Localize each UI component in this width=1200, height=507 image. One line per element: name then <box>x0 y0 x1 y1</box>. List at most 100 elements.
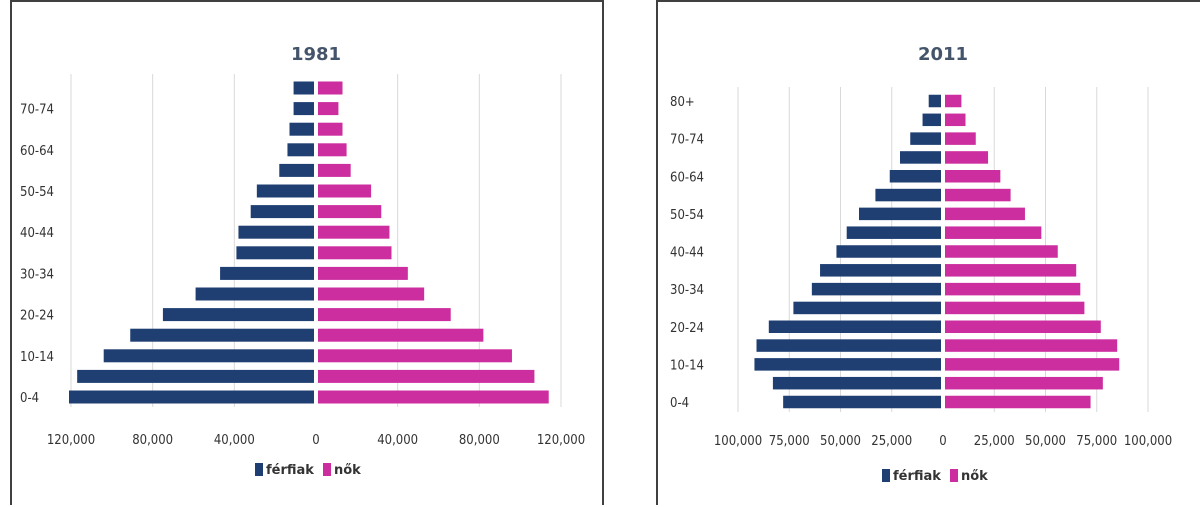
x-tick-label-1981: 0 <box>312 433 319 448</box>
y-tick-label-1981: 10-14 <box>20 350 54 365</box>
y-tick-label-1981: 20-24 <box>20 309 54 324</box>
bar-women-1981-60-64 <box>318 143 347 157</box>
y-tick-label-2011: 70-74 <box>670 133 704 148</box>
bar-women-1981-75+ <box>318 81 343 95</box>
bar-men-1981-55-59 <box>279 163 314 177</box>
bar-men-1981-25-29 <box>195 287 314 301</box>
bar-men-1981-10-14 <box>103 349 314 363</box>
legend-swatch-men-2011 <box>882 469 890 482</box>
bar-women-1981-65-69 <box>318 122 343 136</box>
chart-title-1981: 1981 <box>291 44 341 65</box>
bar-men-1981-50-54 <box>256 184 314 198</box>
x-tick-label-2011: 0 <box>939 434 946 449</box>
bar-women-2011-5-9 <box>945 376 1103 390</box>
bar-women-1981-45-49 <box>318 205 382 219</box>
y-tick-label-2011: 0-4 <box>670 396 689 411</box>
bar-women-2011-75-79 <box>945 113 966 127</box>
bar-women-2011-0-4 <box>945 395 1091 409</box>
chart-title-2011: 2011 <box>918 44 968 65</box>
y-tick-label-1981: 0-4 <box>20 391 39 406</box>
bar-women-2011-35-39 <box>945 264 1077 277</box>
bar-men-1981-35-39 <box>236 246 314 260</box>
bar-men-2011-5-9 <box>772 376 941 390</box>
x-tick-label-2011: 75,000 <box>1076 434 1117 449</box>
x-tick-label-1981: 80,000 <box>459 433 500 448</box>
x-tick-label-2011: 100,000 <box>714 434 762 449</box>
bar-women-1981-55-59 <box>318 163 351 177</box>
bar-women-1981-40-44 <box>318 225 390 239</box>
bar-men-1981-60-64 <box>287 143 314 157</box>
y-tick-label-1981: 70-74 <box>20 103 54 118</box>
bar-men-1981-45-49 <box>250 205 314 219</box>
legend-swatch-women-2011 <box>950 469 958 482</box>
y-tick-label-2011: 10-14 <box>670 358 704 373</box>
x-tick-label-2011: 50,000 <box>1025 434 1066 449</box>
bar-women-2011-60-64 <box>945 170 1001 183</box>
bar-women-2011-80+ <box>945 94 962 108</box>
pyramid-chart-2011: 2011 0-4 10-14 20-24 30-34 40-44 50-54 60-64 70-… <box>670 44 1172 484</box>
bar-women-2011-45-49 <box>945 226 1042 239</box>
bar-women-1981-35-39 <box>318 246 392 260</box>
y-tick-label-2011: 20-24 <box>670 321 704 336</box>
bar-men-2011-65-69 <box>900 151 941 164</box>
bar-men-1981-40-44 <box>238 225 314 239</box>
bar-men-2011-55-59 <box>875 188 941 202</box>
legend-label-men-2011: férfiak <box>893 469 941 484</box>
x-tick-label-1981: 120,000 <box>537 433 585 448</box>
bar-men-2011-50-54 <box>859 207 941 221</box>
bar-women-1981-5-9 <box>318 369 535 383</box>
bar-men-2011-70-74 <box>910 132 941 145</box>
pyramid-chart-1981: 1981 0-4 10-14 20-24 30-34 40-44 50-54 60-64 70-… <box>20 44 585 478</box>
bar-women-1981-70-74 <box>318 102 339 116</box>
y-tick-label-2011: 80+ <box>670 95 695 110</box>
bar-women-2011-55-59 <box>945 188 1011 202</box>
x-tick-label-2011: 100,000 <box>1124 434 1172 449</box>
y-tick-label-1981: 50-54 <box>20 185 54 200</box>
x-tick-label-2011: 25,000 <box>974 434 1015 449</box>
bar-men-1981-30-34 <box>220 266 314 280</box>
bar-women-1981-10-14 <box>318 349 512 363</box>
bar-men-2011-40-44 <box>836 245 941 258</box>
bar-men-1981-0-4 <box>69 390 314 404</box>
x-tick-label-2011: 75,000 <box>769 434 810 449</box>
bar-women-1981-15-19 <box>318 328 484 342</box>
x-tick-label-1981: 120,000 <box>47 433 95 448</box>
bar-men-2011-15-19 <box>756 339 941 352</box>
bar-women-1981-50-54 <box>318 184 372 198</box>
x-tick-label-1981: 40,000 <box>214 433 255 448</box>
y-tick-label-2011: 60-64 <box>670 170 704 185</box>
bar-men-2011-30-34 <box>811 282 941 296</box>
y-tick-label-1981: 60-64 <box>20 144 54 159</box>
bar-women-1981-30-34 <box>318 266 408 280</box>
bar-men-2011-80+ <box>928 94 941 108</box>
y-tick-label-1981: 40-44 <box>20 226 54 241</box>
bar-women-2011-40-44 <box>945 245 1058 258</box>
bar-women-2011-65-69 <box>945 151 989 164</box>
bar-men-2011-60-64 <box>889 170 941 183</box>
bar-women-1981-0-4 <box>318 390 549 404</box>
y-tick-label-1981: 30-34 <box>20 267 54 282</box>
bar-women-2011-10-14 <box>945 358 1120 371</box>
bar-men-1981-75+ <box>293 81 314 95</box>
x-tick-label-1981: 80,000 <box>132 433 173 448</box>
bar-men-1981-70-74 <box>293 102 314 116</box>
bar-men-1981-65-69 <box>289 122 314 136</box>
bar-women-2011-70-74 <box>945 132 976 145</box>
legend-label-women-1981: nők <box>334 463 361 478</box>
legend-label-men-1981: férfiak <box>266 463 314 478</box>
y-tick-label-2011: 30-34 <box>670 283 704 298</box>
bar-women-2011-30-34 <box>945 282 1081 296</box>
legend-swatch-men-1981 <box>255 463 263 476</box>
bar-men-2011-75-79 <box>922 113 941 127</box>
chart-panel-2011: 2011 0-4 10-14 20-24 30-34 40-44 50-54 60-64 70-… <box>656 0 1200 505</box>
bar-women-2011-15-19 <box>945 339 1118 352</box>
bar-men-2011-45-49 <box>846 226 941 239</box>
bar-women-1981-20-24 <box>318 308 451 322</box>
bar-women-1981-25-29 <box>318 287 425 301</box>
bar-men-2011-35-39 <box>820 264 941 277</box>
bar-men-1981-15-19 <box>130 328 314 342</box>
chart-panel-1981: 1981 0-4 10-14 20-24 30-34 40-44 50-54 60-64 70-… <box>10 0 604 505</box>
bar-women-2011-20-24 <box>945 320 1101 333</box>
y-tick-label-2011: 40-44 <box>670 246 704 261</box>
bar-women-2011-50-54 <box>945 207 1025 221</box>
